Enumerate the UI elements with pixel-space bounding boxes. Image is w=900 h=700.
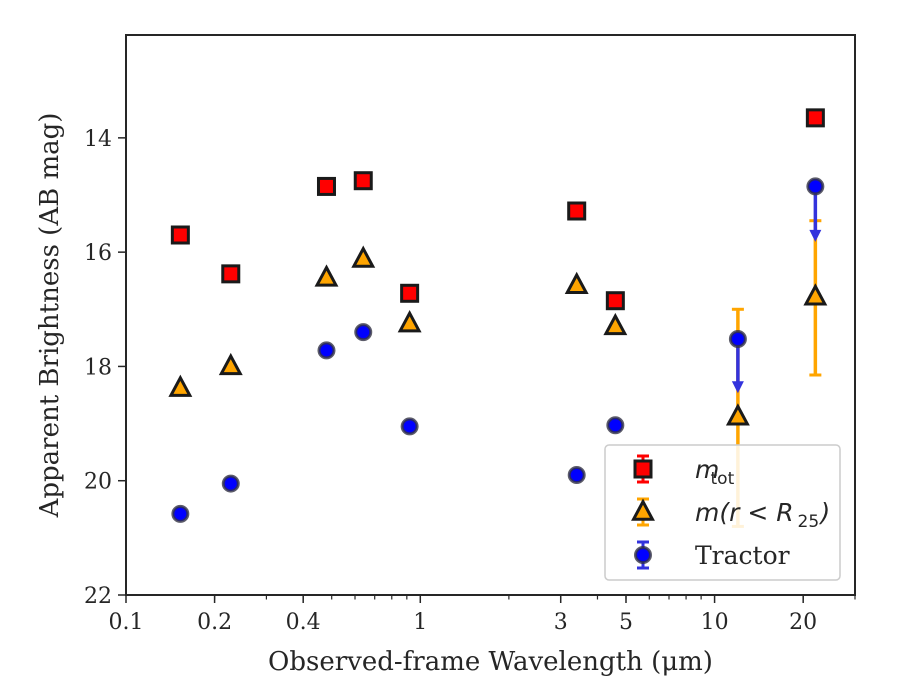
- triangle-marker: [351, 245, 376, 268]
- legend-label: m(r < R: [695, 498, 794, 527]
- data-layer: [168, 108, 828, 528]
- series-triangle: [168, 245, 828, 426]
- square-marker: [605, 291, 625, 311]
- y-axis-label: Apparent Brightness (AB mag): [35, 113, 65, 519]
- triangle-marker: [631, 498, 655, 521]
- x-tick-label: 1: [413, 610, 427, 635]
- circle-marker: [400, 417, 419, 436]
- upper-limit-arrowhead: [809, 229, 822, 242]
- square-marker: [170, 225, 190, 245]
- x-tick-label: 5: [619, 610, 633, 635]
- x-axis-label: Observed-frame Wavelength (μm): [268, 647, 713, 677]
- legend-label: m: [695, 455, 719, 484]
- square-marker: [221, 264, 241, 284]
- legend-subscript: 25: [798, 512, 820, 532]
- x-tick-label: 0.4: [286, 610, 321, 635]
- triangle-marker: [314, 264, 339, 287]
- legend-subscript: tot: [711, 469, 735, 489]
- series-square: [170, 108, 825, 311]
- square-marker: [353, 171, 373, 191]
- y-tick-label: 16: [84, 241, 112, 266]
- y-tick-label: 18: [84, 355, 112, 380]
- triangle-marker: [168, 374, 193, 397]
- triangle-marker: [218, 352, 243, 376]
- square-marker: [567, 201, 587, 221]
- circle-marker: [606, 416, 625, 435]
- upper-limit-arrowhead: [731, 381, 744, 394]
- x-tick-label: 20: [789, 610, 817, 635]
- circle-marker: [171, 504, 190, 523]
- axes: 0.1 0.2 0.4 1 3 5 10 20 14 16 18 20 22: [84, 127, 856, 635]
- legend-label: Tractor: [695, 541, 790, 570]
- legend-entry: Tractor: [634, 540, 790, 570]
- triangle-marker: [603, 312, 628, 336]
- square-marker: [633, 459, 653, 479]
- square-marker: [805, 108, 825, 128]
- circle-marker: [221, 474, 240, 493]
- circle-marker: [806, 177, 825, 196]
- plot-frame: [125, 34, 856, 596]
- triangle-marker: [564, 271, 589, 295]
- circle-marker: [634, 546, 652, 564]
- circle-marker: [354, 323, 373, 342]
- legend-label-tail: ): [819, 498, 831, 527]
- triangle-marker: [397, 310, 422, 333]
- y-tick-label: 14: [84, 127, 112, 152]
- triangle-marker: [803, 283, 828, 306]
- square-marker: [400, 283, 420, 303]
- x-tick-label: 3: [554, 610, 568, 635]
- circle-marker: [317, 341, 336, 360]
- x-tick-label: 10: [701, 610, 729, 635]
- circle-marker: [728, 330, 747, 348]
- legend-box: [604, 444, 841, 581]
- circle-marker: [567, 466, 586, 484]
- x-tick-label: 0.2: [197, 610, 232, 635]
- triangle-marker: [725, 403, 750, 426]
- x-tick-label: 0.1: [109, 610, 144, 635]
- legend-entry: m(r < R 25): [631, 497, 831, 532]
- y-tick-label: 22: [84, 584, 112, 609]
- series-circle: [171, 177, 825, 523]
- y-tick-label: 20: [84, 470, 112, 495]
- square-marker: [316, 176, 336, 196]
